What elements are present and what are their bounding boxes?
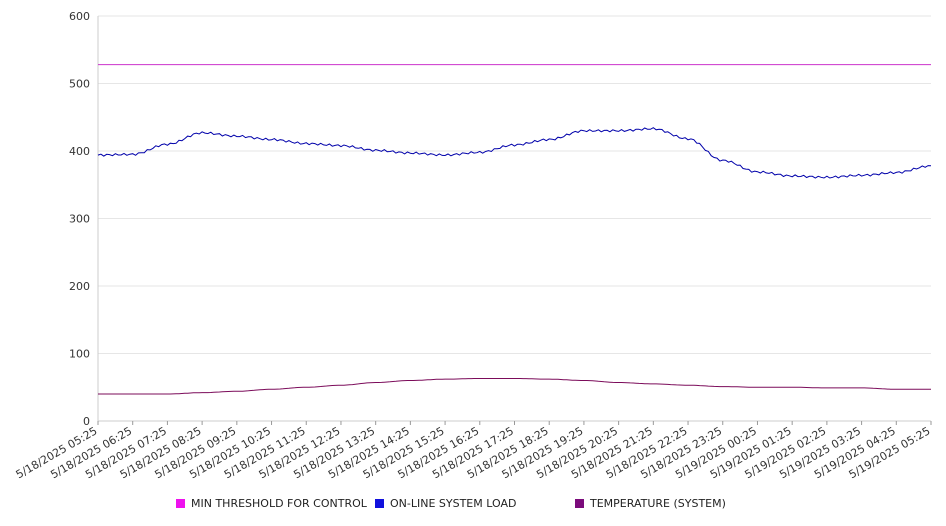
series-line-system-load — [97, 127, 932, 179]
x-axis: 5/18/2025 05:255/18/2025 06:255/18/2025 … — [14, 420, 933, 481]
gridlines — [98, 15, 931, 422]
legend-label: TEMPERATURE (SYSTEM) — [590, 497, 726, 510]
y-tick-label: 600 — [69, 10, 90, 23]
legend-swatch — [176, 499, 185, 508]
legend-swatch — [575, 499, 584, 508]
series-line-temperature — [98, 378, 931, 395]
y-tick-label: 300 — [69, 213, 90, 226]
y-tick-label: 400 — [69, 145, 90, 158]
y-axis: 0 100 200 300 400 500 600 — [69, 10, 99, 428]
legend-item-temperature: TEMPERATURE (SYSTEM) — [575, 497, 726, 510]
y-tick-label: 0 — [83, 415, 90, 428]
y-tick-label: 500 — [69, 78, 90, 91]
legend-swatch — [375, 499, 384, 508]
legend-label: ON-LINE SYSTEM LOAD — [390, 497, 517, 510]
y-tick-label: 100 — [69, 348, 90, 361]
legend-label: MIN THRESHOLD FOR CONTROL — [191, 497, 367, 510]
legend: MIN THRESHOLD FOR CONTROL ON-LINE SYSTEM… — [0, 497, 946, 515]
legend-item-system-load: ON-LINE SYSTEM LOAD — [375, 497, 516, 510]
y-tick-label: 200 — [69, 280, 90, 293]
series-lines — [97, 64, 932, 395]
legend-item-min-threshold: MIN THRESHOLD FOR CONTROL — [176, 497, 367, 510]
